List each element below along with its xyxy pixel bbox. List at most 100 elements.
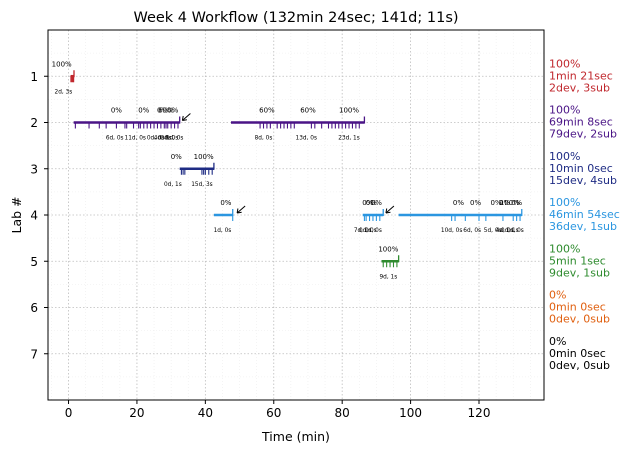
device-sub-label: 1d, 0s [364,228,382,234]
y-tick-label: 3 [30,162,38,176]
device-sub-label: 4d, 0s [496,228,514,234]
lab-5-row: 100% 9d, 1s [378,245,400,280]
summary-line: 0% [549,289,566,302]
x-axis-label: Time (min) [261,429,330,444]
percent-label: 60% [300,107,316,115]
lab-3-summary: 100% 10min 0sec 15dev, 4sub [549,150,617,187]
arrow-icon [182,113,191,121]
percent-label: 100% [194,153,214,161]
device-sub-label: 11d, 0s [125,136,146,142]
grid [48,30,544,400]
percent-label: 0% [511,199,522,207]
summary-line: 0% [549,335,566,348]
percent-label: 0% [362,199,373,207]
arrow-head-icon [236,208,242,214]
percent-label: 0% [499,199,510,207]
percent-label: 0% [371,199,382,207]
device-sub-label: 4d, 0s [154,136,172,142]
y-tick-label: 4 [30,209,38,223]
summary-line: 100% [549,57,580,70]
device-sub-label: 1d, 0s [214,228,232,234]
summary-line: 2dev, 3sub [549,81,610,94]
y-axis-label: Lab # [9,196,24,233]
x-tick-label: 40 [198,406,213,420]
device-sub-label: 0d, 1s [501,228,519,234]
percent-label: 0% [138,107,149,115]
y-tick-label: 7 [30,347,38,361]
device-sub-label: 1d, 0s [506,228,524,234]
device-sub-label: 6d, 0s [463,228,481,234]
timeline-data: 100%2d, 3s0% 0% 0%60%0% 60% 60% 100%6d, 0s 11d… [52,60,524,280]
lab-1-summary: 100% 1min 21sec 2dev, 3sub [549,57,613,94]
y-tick-label: 5 [30,255,38,269]
summary-line: 46min 54sec [549,208,620,221]
summary-line: 10min 0sec [549,162,613,175]
percent-label: 100% [378,245,398,253]
device-sub-label: 9d, 1s [379,274,397,280]
percent-label: 0% [470,199,481,207]
summary-line: 0dev, 0sub [549,313,610,326]
device-sub-label: 5d, 0s [484,228,502,234]
device-sub-label: 23d, 1s [338,136,359,142]
summary-line: 0dev, 0sub [549,359,610,372]
arrow-icon [385,205,395,214]
percent-label: 60% [158,107,174,115]
percent-label: 0% [366,199,377,207]
device-sub-label: 0d, 0s [359,228,377,234]
lab-5-summary: 100% 5min 1sec 9dev, 1sub [549,242,610,279]
percent-label: 60% [259,107,275,115]
x-tick-label: 20 [129,406,144,420]
axes: 0 20 40 60 80 100 120 1 2 3 4 5 6 7 [30,29,545,420]
device-sub-label: 0d, 0s [161,136,179,142]
summary-line: 9dev, 1sub [549,266,610,279]
arrow-icon [236,205,246,214]
summary-line: 0min 0sec [549,347,606,360]
device-sub-label: 7d, 0s [354,228,372,234]
device-sub-label: 15d, 3s [191,182,212,188]
summary-line: 0min 0sec [549,301,606,314]
percent-label: 0% [491,199,502,207]
summary-line: 15dev, 4sub [549,174,617,187]
percent-label: 0% [220,199,231,207]
summary-line: 5min 1sec [549,254,606,267]
device-sub-label: 0d, 1s [164,182,182,188]
summary-line: 100% [549,104,580,117]
lab-2-summary: 100% 69min 8sec 79dev, 2sub [549,104,617,141]
lab-3-row: 0% 100% 0d, 1s 15d, 3s [164,153,215,188]
lab-7-summary: 0% 0min 0sec 0dev, 0sub [549,335,610,372]
summary-line: 1min 21sec [549,69,613,82]
percent-label: 100% [339,107,359,115]
y-tick-label: 6 [30,301,38,315]
chart-title: Week 4 Workflow (132min 24sec; 141d; 11s… [133,10,458,26]
x-tick-label: 80 [335,406,350,420]
device-sub-label: 0d, 0s [147,136,165,142]
summary-line: 79dev, 2sub [549,128,617,141]
lab-4-summary: 100% 46min 54sec 36dev, 1sub [549,196,620,233]
device-sub-label: 6d, 0s [106,136,124,142]
x-tick-label: 100 [399,406,422,420]
device-sub-label: 0d, 0s [166,136,184,142]
lab-1-row: 100% 2d, 3s [52,60,75,95]
summary-line: 36dev, 1sub [549,220,617,233]
y-tick-label: 1 [30,70,38,84]
summary-line: 100% [549,150,580,163]
percent-label: 0% [111,107,122,115]
percent-label: 0% [157,107,168,115]
percent-label: 0% [453,199,464,207]
y-tick-label: 2 [30,116,38,130]
x-tick-label: 0 [65,406,73,420]
device-sub-label: 13d, 0s [296,136,317,142]
summary-line: 100% [549,196,580,209]
lab-6-summary: 0% 0min 0sec 0dev, 0sub [549,289,610,326]
x-tick-label: 60 [266,406,281,420]
summary-line: 100% [549,242,580,255]
x-tick-label: 120 [468,406,491,420]
arrow-head-icon [181,115,187,121]
percent-label: 0% [171,153,182,161]
device-sub-label: 8d, 0s [255,136,273,142]
percent-label: 0% [167,107,178,115]
